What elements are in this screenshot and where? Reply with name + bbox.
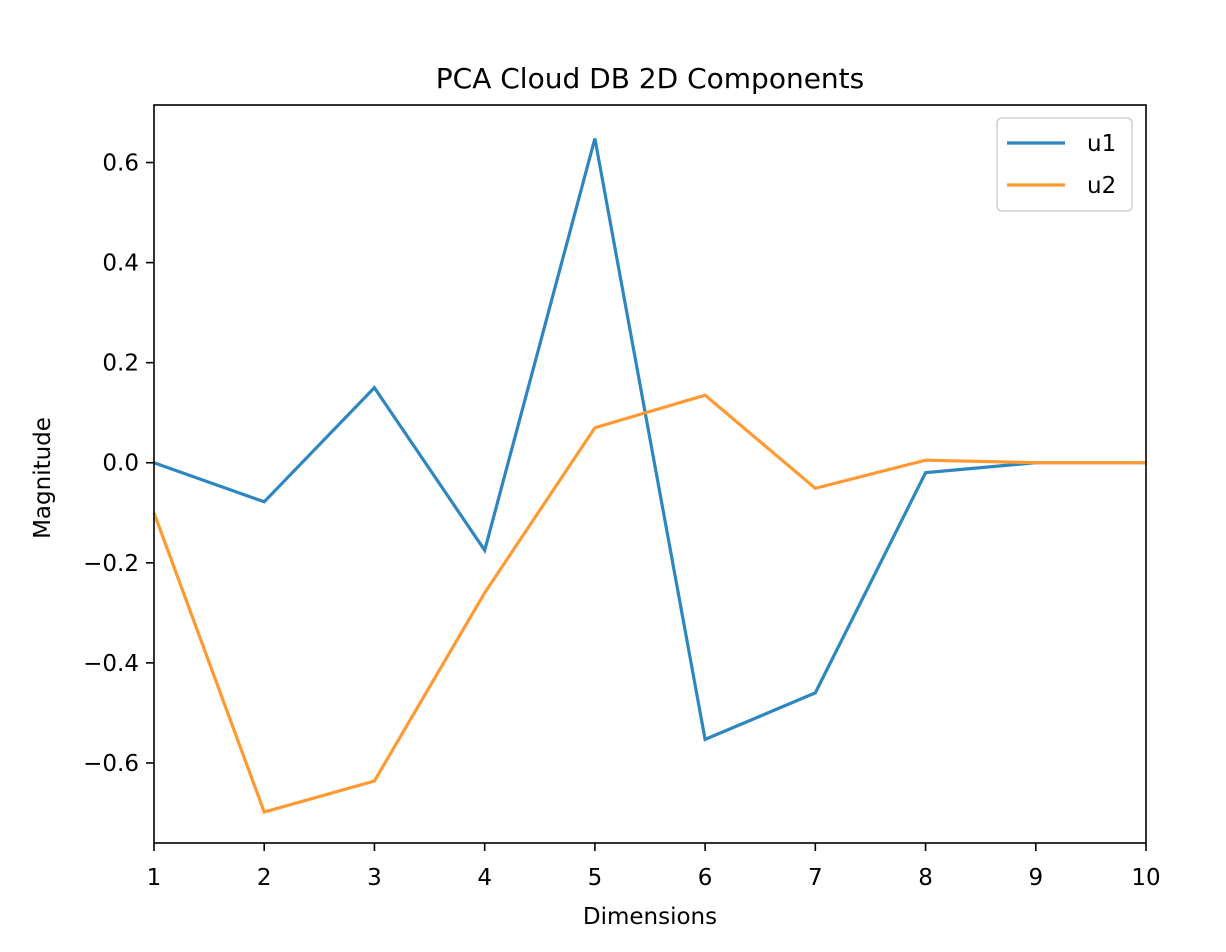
x-tick-label: 7 — [808, 865, 823, 891]
y-tick-label: −0.4 — [83, 651, 139, 677]
legend-label: u1 — [1087, 131, 1116, 157]
x-tick-label: 3 — [367, 865, 382, 891]
series-lines — [152, 138, 1146, 814]
legend-label: u2 — [1087, 173, 1116, 199]
x-tick-label: 9 — [1028, 865, 1043, 891]
axis-ticks: 1 2 3 4 5 6 7 8 9 10 0.6 0.4 0.2 0.0 −0.2 −0.4 −0.6 — [83, 151, 1161, 891]
y-tick-label: 0.2 — [102, 351, 139, 377]
x-tick-label: 10 — [1131, 865, 1160, 891]
x-tick-label: 5 — [588, 865, 603, 891]
series-line-u2 — [152, 393, 1146, 814]
y-tick-label: 0.4 — [102, 251, 139, 277]
x-tick-label: 4 — [477, 865, 492, 891]
x-axis-label: Dimensions — [583, 904, 717, 930]
x-tick-label: 1 — [147, 865, 162, 891]
y-tick-label: 0.6 — [102, 151, 139, 177]
series-line-u1 — [153, 138, 1146, 742]
y-axis-label: Magnitude — [30, 417, 56, 539]
x-tick-label: 2 — [257, 865, 272, 891]
chart-title: PCA Cloud DB 2D Components — [436, 62, 864, 95]
plot-frame — [153, 104, 1147, 844]
x-tick-label: 6 — [698, 865, 713, 891]
x-tick-label: 8 — [918, 865, 933, 891]
y-tick-label: 0.0 — [102, 451, 139, 477]
y-tick-label: −0.6 — [83, 751, 139, 777]
legend: u1 u2 — [996, 117, 1133, 212]
y-tick-label: −0.2 — [83, 551, 139, 577]
legend-box — [996, 117, 1133, 212]
